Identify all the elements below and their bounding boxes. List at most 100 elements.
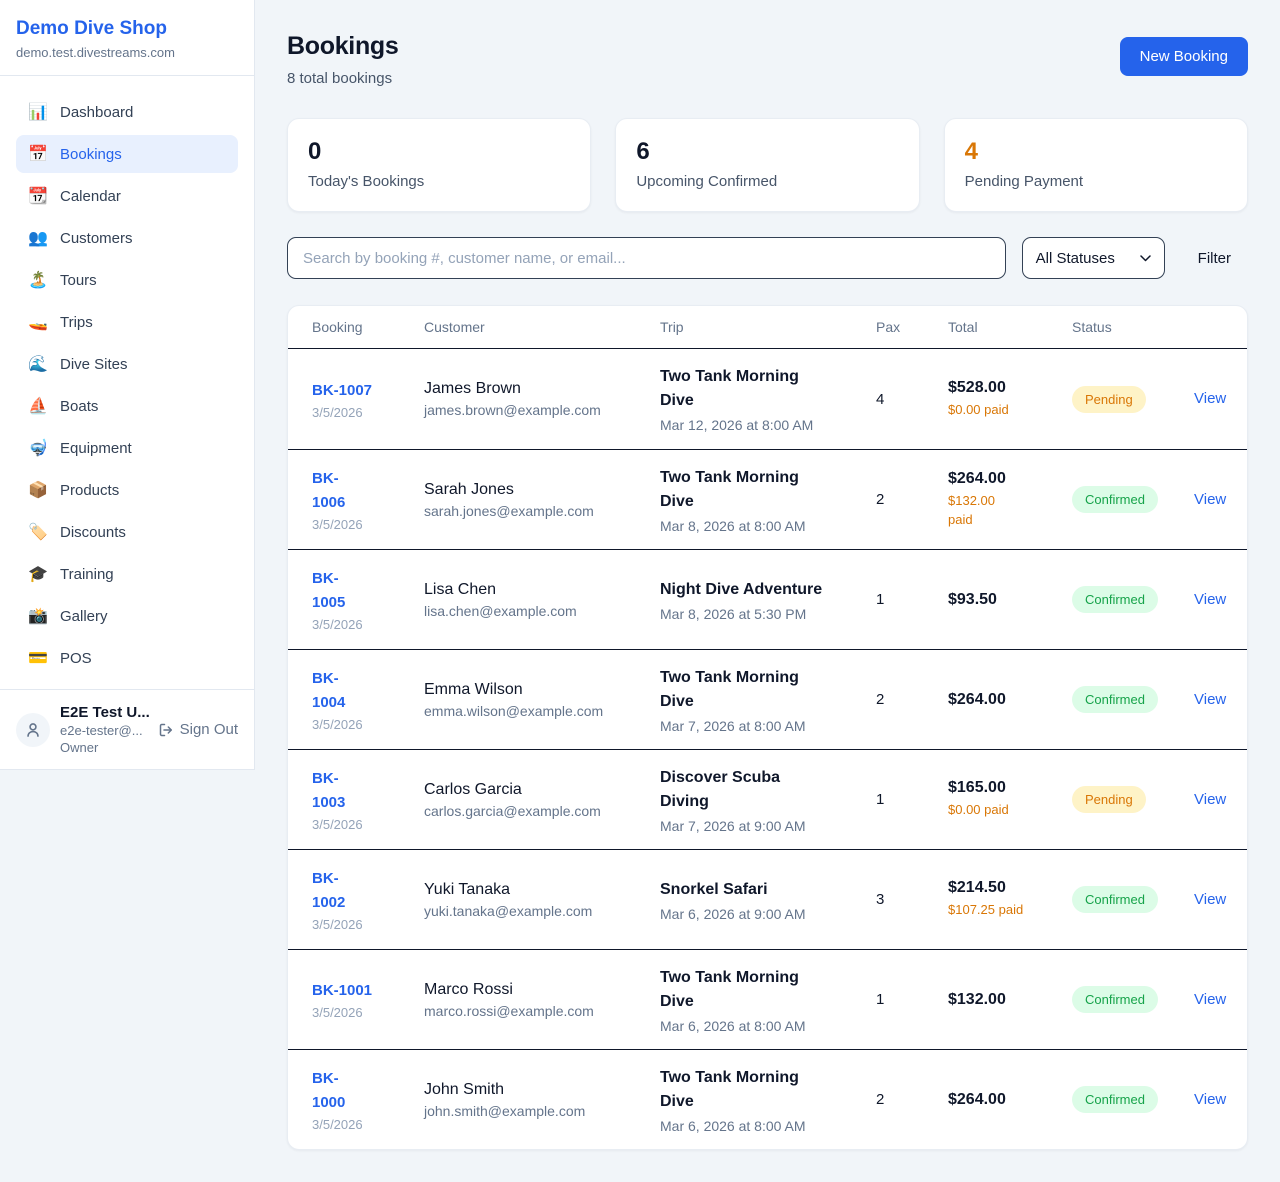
sidebar-item-trips[interactable]: 🚤 Trips	[16, 303, 238, 341]
column-header-booking: Booking	[312, 319, 363, 335]
view-link[interactable]: View	[1194, 990, 1227, 1008]
sidebar-item-boats[interactable]: ⛵ Boats	[16, 387, 238, 425]
view-link[interactable]: View	[1194, 590, 1227, 608]
table-body: BK-1007 3/5/2026 James Brown james.brown…	[288, 349, 1247, 1149]
stat-label: Upcoming Confirmed	[636, 173, 778, 190]
total-cell: $132.00	[948, 991, 1072, 1009]
sidebar-item-calendar[interactable]: 📆 Calendar	[16, 177, 238, 215]
booking-date: 3/5/2026	[312, 817, 363, 832]
pax-count: 2	[876, 691, 885, 708]
actions-cell: View	[1194, 691, 1226, 709]
new-booking-button[interactable]: New Booking	[1119, 37, 1248, 76]
customer-email: carlos.garcia@example.com	[424, 802, 601, 819]
customer-cell: James Brown james.brown@example.com	[424, 380, 660, 418]
status-badge: Confirmed	[1072, 886, 1158, 913]
trip-cell: Two Tank Morning Dive Mar 8, 2026 at 8:0…	[660, 466, 876, 534]
person-icon	[27, 722, 39, 737]
sidebar-item-bookings[interactable]: 📅 Bookings	[16, 135, 238, 173]
customer-name: Carlos Garcia	[424, 780, 522, 798]
nav-icon: 📦	[28, 482, 48, 499]
sidebar-item-training[interactable]: 🎓 Training	[16, 555, 238, 593]
sidebar-item-tours[interactable]: 🏝️ Tours	[16, 261, 238, 299]
pax-count: 1	[876, 991, 885, 1008]
page-title: Bookings	[287, 32, 399, 60]
stat-label: Pending Payment	[964, 173, 1084, 190]
table-row: BK- 1000 3/5/2026 John Smith john.smith@…	[288, 1049, 1247, 1149]
nav-label: Dive Sites	[60, 355, 128, 373]
trip-cell: Discover Scuba Diving Mar 7, 2026 at 9:0…	[660, 766, 876, 834]
pax-count: 1	[876, 591, 885, 608]
sidebar-nav: 📊 Dashboard 📅 Bookings 📆 Calendar 👥 Cust…	[0, 76, 254, 689]
status-badge: Confirmed	[1072, 586, 1158, 613]
sidebar-item-pos[interactable]: 💳 POS	[16, 639, 238, 677]
sidebar: Demo Dive Shop demo.test.divestreams.com…	[0, 0, 255, 770]
view-link[interactable]: View	[1194, 790, 1227, 808]
customer-cell: Emma Wilson emma.wilson@example.com	[424, 681, 660, 719]
customer-email: sarah.jones@example.com	[424, 502, 594, 519]
view-link[interactable]: View	[1194, 690, 1227, 708]
customer-email: yuki.tanaka@example.com	[424, 902, 593, 919]
booking-id-link[interactable]: BK- 1002	[312, 870, 346, 911]
table-row: BK- 1005 3/5/2026 Lisa Chen lisa.chen@ex…	[288, 549, 1247, 649]
nav-label: Gallery	[60, 607, 108, 625]
total-amount: $264.00	[948, 469, 1006, 487]
view-link[interactable]: View	[1194, 390, 1227, 407]
status-cell: Pending	[1072, 385, 1194, 413]
booking-id-link[interactable]: BK- 1003	[312, 770, 346, 811]
trip-cell: Two Tank Morning Dive Mar 6, 2026 at 8:0…	[660, 966, 876, 1034]
customer-cell: Marco Rossi marco.rossi@example.com	[424, 981, 660, 1019]
booking-date: 3/5/2026	[312, 517, 363, 532]
sidebar-item-gallery[interactable]: 📸 Gallery	[16, 597, 238, 635]
trip-name: Two Tank Morning Dive	[660, 468, 799, 510]
booking-id-link[interactable]: BK-1007	[312, 381, 373, 399]
sidebar-item-equipment[interactable]: 🤿 Equipment	[16, 429, 238, 467]
trip-name: Two Tank Morning Dive	[660, 368, 799, 409]
sign-out-button[interactable]: Sign Out	[158, 721, 238, 738]
booking-id-link[interactable]: BK- 1000	[312, 1070, 346, 1111]
total-cell: $264.00	[948, 691, 1072, 709]
trip-name: Night Dive Adventure	[660, 580, 823, 598]
brand-name: Demo Dive Shop	[16, 18, 167, 39]
booking-cell: BK- 1003 3/5/2026	[312, 767, 424, 832]
nav-label: Bookings	[60, 145, 122, 163]
search-input[interactable]	[287, 237, 1006, 279]
status-filter-select[interactable]: All Statuses	[1021, 237, 1165, 279]
trip-datetime: Mar 8, 2026 at 5:30 PM	[660, 605, 807, 622]
nav-icon: 💳	[28, 650, 48, 667]
trip-name: Two Tank Morning Dive	[660, 668, 799, 710]
booking-id-link[interactable]: BK-1001	[312, 982, 373, 999]
sidebar-item-dashboard[interactable]: 📊 Dashboard	[16, 93, 238, 131]
booking-id-link[interactable]: BK- 1004	[312, 670, 346, 711]
column-header-trip: Trip	[660, 319, 684, 335]
paid-amount: $0.00 paid	[948, 401, 1009, 417]
status-badge: Pending	[1072, 786, 1146, 813]
booking-id-link[interactable]: BK- 1005	[312, 570, 346, 611]
sidebar-item-discounts[interactable]: 🏷️ Discounts	[16, 513, 238, 551]
nav-label: Discounts	[60, 523, 126, 541]
trip-name: Discover Scuba Diving	[660, 768, 781, 810]
booking-cell: BK- 1004 3/5/2026	[312, 667, 424, 732]
stat-value: 6	[636, 138, 650, 165]
status-badge: Confirmed	[1072, 1086, 1158, 1113]
nav-icon: 🌊	[28, 356, 48, 373]
nav-icon: 📸	[28, 608, 48, 625]
brand: Demo Dive Shop demo.test.divestreams.com	[0, 0, 254, 76]
booking-date: 3/5/2026	[312, 717, 363, 732]
sidebar-item-products[interactable]: 📦 Products	[16, 471, 238, 509]
status-badge: Confirmed	[1072, 986, 1158, 1013]
column-header-customer: Customer	[424, 319, 485, 335]
view-link[interactable]: View	[1194, 490, 1227, 508]
booking-id-link[interactable]: BK- 1006	[312, 470, 346, 511]
actions-cell: View	[1194, 591, 1226, 609]
customer-email: emma.wilson@example.com	[424, 702, 604, 719]
filter-button[interactable]: Filter	[1197, 249, 1231, 267]
booking-cell: BK-1001 3/5/2026	[312, 979, 424, 1020]
customer-cell: Carlos Garcia carlos.garcia@example.com	[424, 781, 660, 819]
trip-datetime: Mar 6, 2026 at 8:00 AM	[660, 1017, 806, 1034]
booking-cell: BK- 1005 3/5/2026	[312, 567, 424, 632]
sidebar-item-dive-sites[interactable]: 🌊 Dive Sites	[16, 345, 238, 383]
view-link[interactable]: View	[1194, 1090, 1227, 1108]
sidebar-item-customers[interactable]: 👥 Customers	[16, 219, 238, 257]
view-link[interactable]: View	[1194, 890, 1227, 908]
